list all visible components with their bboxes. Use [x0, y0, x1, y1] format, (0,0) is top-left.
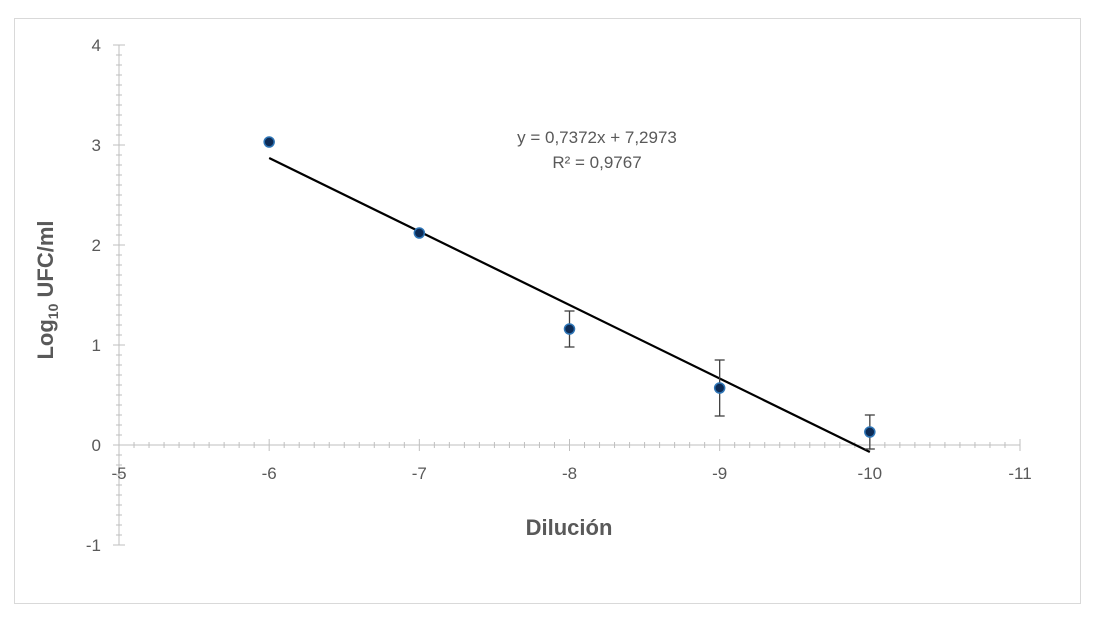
- y-axis-title-subscript: 10: [45, 303, 61, 319]
- y-tick-label: 2: [92, 236, 101, 255]
- trendline-equation: y = 0,7372x + 7,2973: [517, 128, 677, 147]
- trendline-r-squared: R² = 0,9767: [552, 153, 641, 172]
- data-point: [263, 136, 275, 148]
- data-point: [864, 426, 876, 438]
- y-tick-label: 4: [92, 36, 101, 55]
- x-tick-label: -5: [111, 464, 126, 483]
- data-point: [413, 227, 426, 239]
- x-tick-label: -6: [262, 464, 277, 483]
- y-axis-title-rest: UFC/ml: [33, 220, 58, 303]
- x-tick-label: -7: [412, 464, 427, 483]
- y-tick-label: 0: [92, 436, 101, 455]
- x-tick-label: -9: [712, 464, 727, 483]
- trendline: [268, 157, 871, 453]
- x-tick-label: -10: [858, 464, 883, 483]
- y-axis-title: Log10 UFC/ml: [33, 220, 61, 359]
- chart-frame: [14, 18, 1081, 604]
- y-tick-label: -1: [86, 536, 101, 555]
- x-axis-title: Dilución: [526, 515, 613, 540]
- x-tick-label: -11: [1008, 464, 1031, 483]
- x-tick-label: -8: [562, 464, 577, 483]
- y-tick-label: 3: [92, 136, 101, 155]
- y-tick-label: 1: [92, 336, 101, 355]
- y-axis-title-main: Log: [33, 319, 58, 359]
- data-point: [563, 323, 576, 335]
- data-series: [263, 136, 876, 453]
- data-point: [713, 382, 726, 394]
